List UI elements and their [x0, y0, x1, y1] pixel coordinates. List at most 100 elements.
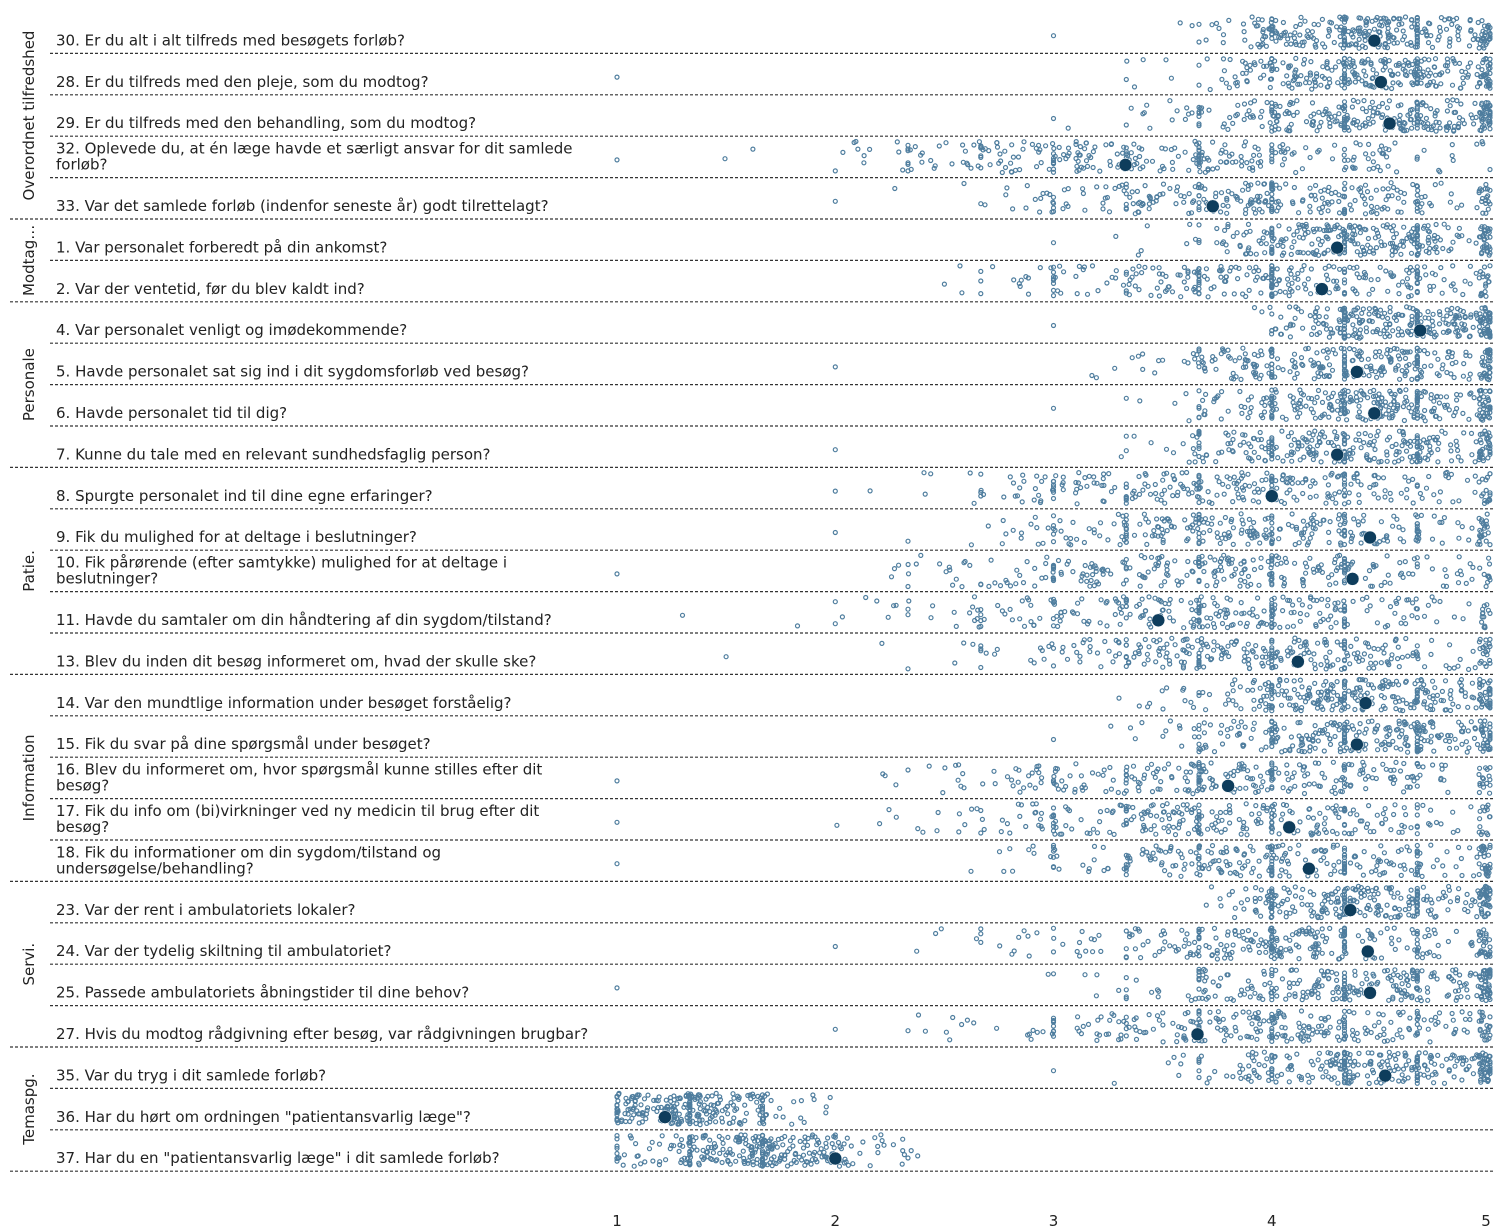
- response-point: [1287, 63, 1294, 69]
- response-point: [1401, 615, 1407, 621]
- response-point: [1386, 33, 1392, 40]
- response-point: [965, 162, 971, 168]
- response-point: [1144, 541, 1150, 548]
- response-point: [1257, 193, 1263, 199]
- response-point: [1214, 643, 1221, 649]
- response-point: [1169, 159, 1176, 165]
- response-point: [1341, 598, 1347, 604]
- response-point: [1433, 244, 1439, 250]
- response-point: [1322, 390, 1329, 396]
- response-point: [1487, 263, 1493, 269]
- response-point: [1191, 622, 1197, 629]
- response-point: [1325, 277, 1331, 283]
- response-point: [1224, 249, 1230, 255]
- response-point: [1284, 276, 1291, 282]
- response-point: [1427, 287, 1433, 293]
- response-point: [1308, 515, 1315, 522]
- response-point: [1432, 350, 1438, 356]
- response-point: [1361, 269, 1368, 276]
- response-point: [1250, 557, 1256, 563]
- response-point: [1259, 309, 1265, 315]
- response-point: [1209, 500, 1215, 506]
- response-point: [1384, 22, 1390, 28]
- response-point: [1131, 84, 1138, 90]
- response-point: [1280, 367, 1286, 373]
- response-point: [1031, 497, 1037, 503]
- response-point: [1329, 407, 1335, 413]
- response-point: [1198, 594, 1204, 600]
- response-point: [1279, 162, 1286, 168]
- response-point: [1396, 663, 1402, 670]
- response-point: [1324, 355, 1330, 361]
- response-point: [1353, 390, 1359, 396]
- response-point: [1474, 71, 1480, 78]
- response-point: [1291, 364, 1297, 370]
- response-point: [1255, 180, 1261, 186]
- response-point: [1136, 650, 1142, 657]
- response-point: [1081, 146, 1088, 152]
- response-point: [1044, 190, 1050, 196]
- response-point: [1297, 249, 1303, 255]
- response-point: [1325, 247, 1331, 253]
- response-point: [1414, 376, 1420, 382]
- response-point: [1303, 639, 1309, 645]
- response-point: [1414, 433, 1420, 439]
- response-point: [1362, 28, 1368, 34]
- response-point: [1288, 251, 1294, 257]
- response-point: [1019, 499, 1025, 505]
- response-point: [1028, 657, 1034, 663]
- response-point: [1239, 187, 1246, 193]
- response-point: [1484, 324, 1491, 330]
- response-point: [1414, 314, 1420, 320]
- response-point: [1391, 345, 1397, 352]
- response-point: [1257, 114, 1264, 120]
- response-point: [1340, 306, 1346, 312]
- response-point: [1315, 387, 1322, 394]
- response-point: [1341, 353, 1348, 359]
- response-point: [1112, 484, 1118, 491]
- response-point: [1269, 571, 1275, 577]
- response-point: [1377, 331, 1383, 337]
- response-point: [1354, 264, 1360, 270]
- response-point: [1060, 487, 1066, 493]
- response-point: [1185, 111, 1192, 117]
- response-point: [840, 149, 846, 155]
- response-point: [1049, 641, 1055, 647]
- response-point: [1233, 702, 1239, 708]
- response-point: [1255, 499, 1262, 505]
- response-point: [1303, 642, 1309, 648]
- response-point: [1371, 26, 1378, 32]
- response-point: [1419, 74, 1425, 80]
- response-point: [905, 160, 911, 166]
- response-point: [1341, 323, 1348, 329]
- response-point: [1323, 106, 1329, 112]
- response-point: [1286, 597, 1293, 604]
- response-point: [1487, 234, 1493, 240]
- response-point: [1219, 620, 1226, 627]
- response-point: [861, 160, 867, 166]
- response-point: [1132, 155, 1139, 161]
- response-point: [1284, 490, 1290, 496]
- response-point: [1443, 394, 1450, 400]
- response-point: [1384, 452, 1390, 458]
- response-point: [1187, 221, 1193, 227]
- response-point: [1383, 197, 1389, 203]
- response-point: [1079, 596, 1085, 602]
- response-point: [1050, 478, 1057, 485]
- response-point: [1262, 199, 1268, 205]
- response-point: [1335, 600, 1341, 606]
- response-point: [1123, 288, 1129, 294]
- response-point: [1481, 315, 1487, 321]
- response-point: [1404, 282, 1410, 288]
- response-point: [1389, 523, 1396, 529]
- response-point: [1408, 409, 1414, 415]
- response-point: [1217, 558, 1224, 565]
- response-point: [1218, 274, 1224, 280]
- response-point: [1476, 45, 1482, 51]
- response-point: [1373, 563, 1379, 569]
- response-point: [1028, 618, 1034, 625]
- response-point: [1269, 695, 1275, 702]
- response-point: [1231, 571, 1237, 578]
- response-point: [1385, 163, 1391, 169]
- response-point: [1165, 284, 1172, 290]
